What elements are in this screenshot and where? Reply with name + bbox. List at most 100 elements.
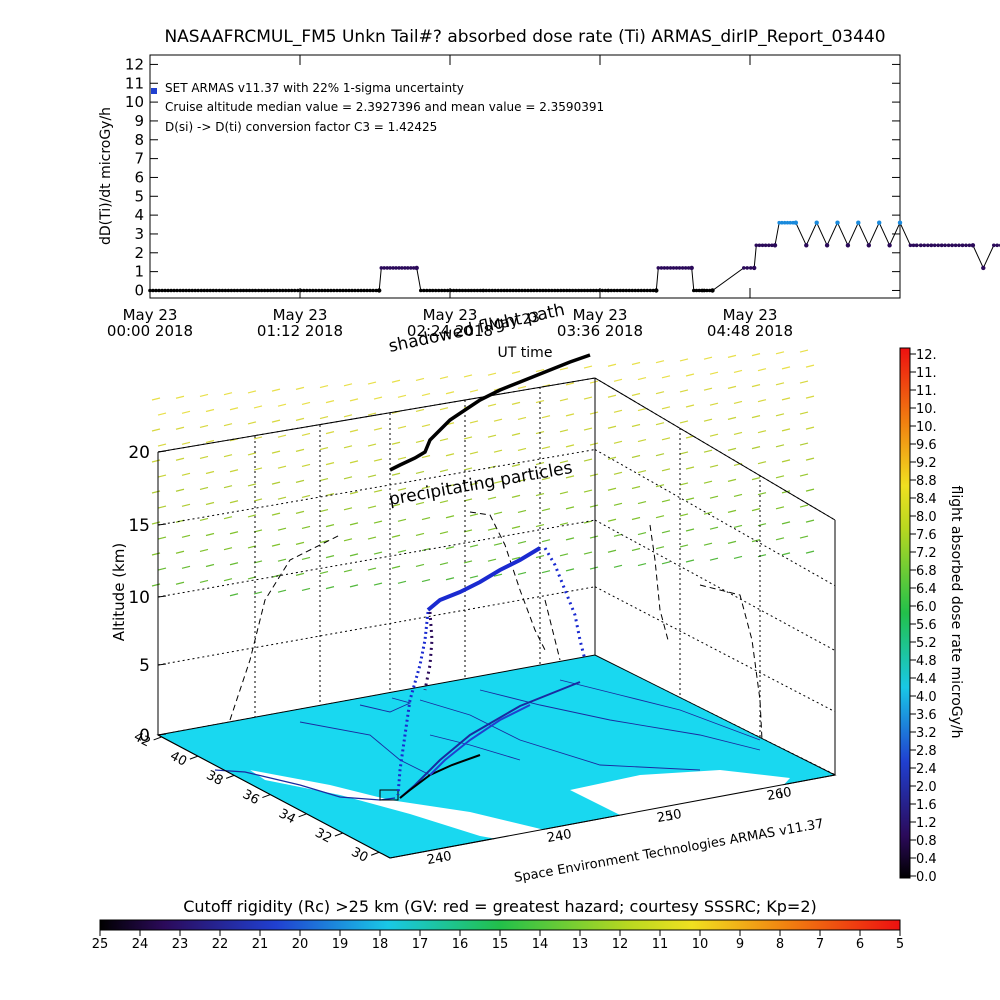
particle-mark <box>367 536 377 540</box>
data-point <box>633 288 638 293</box>
data-point <box>305 288 309 293</box>
particle-mark <box>349 398 359 402</box>
particle-mark <box>751 539 761 543</box>
cutoff-gradient <box>99 919 901 931</box>
data-point <box>377 288 382 293</box>
particle-mark <box>469 420 479 424</box>
data-point <box>541 288 545 293</box>
z-gridline <box>594 449 836 587</box>
particle-mark <box>469 513 479 517</box>
data-point <box>804 243 809 248</box>
particle-mark <box>397 487 407 491</box>
particle-mark <box>685 466 695 470</box>
colorbar-tick-label: 2.8 <box>916 744 937 759</box>
ocean-region <box>250 770 545 843</box>
data-point <box>710 288 715 293</box>
data-point <box>785 220 790 225</box>
colorbar-ticks: 12. 11. 11. 10. 10. 9.6 9.2 8.8 8.4 8.0 7.6 7.2 6.8 6… <box>910 348 937 885</box>
particle-mark <box>679 482 689 486</box>
particle-mark <box>391 503 401 507</box>
data-point <box>603 288 608 293</box>
cutoff-tick-label: 20 <box>292 937 309 952</box>
data-point <box>262 288 267 293</box>
z-gridline <box>157 586 596 666</box>
particle-mark <box>511 556 521 560</box>
cutoff-rigidity-bar: Cutoff rigidity (Rc) >25 km (GV: red = g… <box>92 897 904 952</box>
longitude-tick-label: 250 <box>656 807 683 826</box>
data-point <box>314 288 318 293</box>
altitude-tick-label: 20 <box>128 443 150 463</box>
particle-mark <box>445 453 455 457</box>
data-point <box>526 288 530 293</box>
data-point <box>169 288 173 293</box>
data-point <box>642 288 647 293</box>
colorbar-tick-label: 0.8 <box>916 834 937 849</box>
particle-mark <box>205 563 215 568</box>
particle-mark <box>613 502 623 506</box>
x-tick-label-time: 02:24 2018 <box>407 322 493 340</box>
particle-mark <box>511 401 521 405</box>
particle-mark <box>373 520 383 524</box>
particle-mark <box>445 484 455 488</box>
latitude-tick-mark <box>370 851 380 856</box>
colorbar-tick-label: 9.6 <box>916 438 937 453</box>
particle-mark <box>799 442 809 446</box>
colorbar-tick-label: 4.4 <box>916 672 937 687</box>
data-point <box>430 288 435 293</box>
data-point <box>409 266 413 270</box>
particle-mark <box>247 390 257 394</box>
cutoff-tick-label: 16 <box>452 937 469 952</box>
cutoff-tick-label: 19 <box>332 937 349 952</box>
particle-mark <box>775 537 785 541</box>
particle-mark <box>229 500 239 504</box>
data-point <box>567 288 572 293</box>
particle-mark <box>631 423 641 428</box>
particle-mark <box>421 454 431 459</box>
particle-mark <box>607 549 617 553</box>
data-point <box>329 288 333 293</box>
particle-mark <box>583 458 593 462</box>
data-point <box>268 288 273 293</box>
particle-mark <box>679 544 689 548</box>
particle-mark <box>583 396 593 400</box>
data-point <box>422 288 426 293</box>
particle-mark <box>175 488 185 492</box>
particle-mark <box>535 400 545 404</box>
particle-mark <box>517 447 527 452</box>
particle-mark <box>199 548 209 553</box>
data-point <box>457 288 462 293</box>
data-point <box>922 243 927 248</box>
data-point <box>782 220 787 225</box>
particle-mark <box>397 580 407 584</box>
data-point <box>957 243 961 248</box>
particle-mark <box>637 376 647 381</box>
particle-mark <box>727 416 737 420</box>
data-point <box>835 220 840 225</box>
data-point <box>385 266 390 270</box>
particle-mark <box>631 454 641 459</box>
latitude-tick-label: 32 <box>312 826 334 847</box>
particle-mark <box>415 408 425 413</box>
colorbar-tick-label: 8.0 <box>916 510 937 525</box>
data-point <box>292 288 297 293</box>
particle-mark <box>751 353 761 357</box>
particle-mark <box>469 451 479 455</box>
data-point <box>970 243 976 248</box>
particle-mark <box>511 370 521 374</box>
particle-mark <box>517 416 527 421</box>
data-point <box>394 266 398 270</box>
particle-mark <box>631 547 641 552</box>
colorbar-tick-label: 2.4 <box>916 762 937 777</box>
data-point <box>442 288 447 293</box>
particle-mark <box>631 516 641 521</box>
particle-mark <box>655 484 665 488</box>
particle-mark <box>535 493 545 497</box>
colorbar-tick-label: 4.8 <box>916 654 937 669</box>
particle-mark <box>799 380 809 384</box>
data-point <box>391 266 395 270</box>
data-point <box>274 288 279 293</box>
particle-mark <box>733 369 743 374</box>
particle-mark <box>319 384 329 389</box>
particle-mark <box>709 371 719 375</box>
